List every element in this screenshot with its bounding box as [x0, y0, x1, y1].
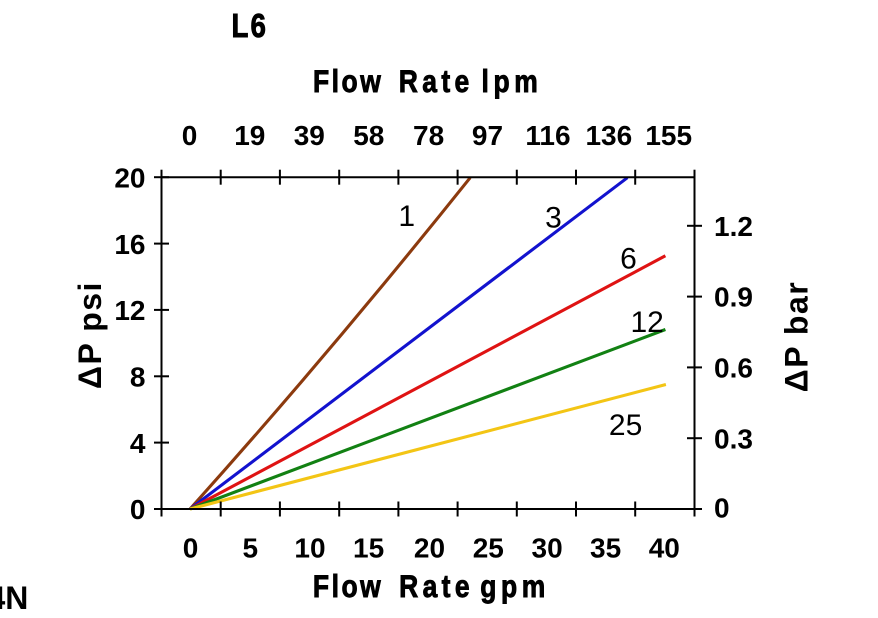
svg-text:19: 19	[234, 120, 265, 151]
svg-text:0: 0	[714, 493, 730, 524]
svg-text:L6: L6	[232, 8, 269, 45]
svg-text:4: 4	[130, 428, 146, 459]
svg-text:1.2: 1.2	[714, 211, 753, 242]
svg-text:Rate: Rate	[399, 570, 474, 605]
svg-text:4N: 4N	[0, 580, 28, 616]
svg-text:Rate: Rate	[399, 65, 474, 100]
svg-text:gpm: gpm	[480, 570, 550, 605]
svg-text:20: 20	[114, 163, 145, 194]
svg-text:0.6: 0.6	[714, 353, 753, 384]
svg-text:155: 155	[645, 120, 692, 151]
svg-text:10: 10	[294, 533, 325, 564]
svg-text:40: 40	[649, 533, 680, 564]
svg-text:5: 5	[243, 533, 259, 564]
svg-text:Flow: Flow	[313, 570, 383, 605]
svg-text:ΔP bar: ΔP bar	[779, 281, 815, 392]
svg-text:12: 12	[631, 306, 664, 339]
svg-text:0: 0	[130, 494, 146, 525]
svg-text:25: 25	[609, 409, 642, 442]
svg-text:136: 136	[585, 120, 632, 151]
svg-text:16: 16	[114, 229, 145, 260]
svg-text:25: 25	[473, 533, 504, 564]
svg-text:ΔP psi: ΔP psi	[72, 281, 108, 389]
svg-text:58: 58	[353, 120, 384, 151]
svg-text:35: 35	[590, 533, 621, 564]
svg-text:6: 6	[620, 243, 637, 276]
svg-text:116: 116	[525, 120, 570, 151]
svg-text:97: 97	[472, 120, 503, 151]
svg-text:1: 1	[398, 200, 415, 233]
svg-text:30: 30	[532, 533, 563, 564]
svg-text:0.9: 0.9	[714, 282, 753, 313]
svg-text:0: 0	[183, 533, 199, 564]
svg-text:15: 15	[353, 533, 384, 564]
svg-text:39: 39	[294, 120, 325, 151]
svg-text:12: 12	[114, 295, 145, 326]
svg-text:0: 0	[182, 120, 198, 151]
svg-text:20: 20	[414, 533, 445, 564]
svg-text:Flow: Flow	[313, 65, 383, 100]
svg-text:0.3: 0.3	[714, 423, 753, 454]
svg-text:3: 3	[545, 201, 562, 234]
svg-text:78: 78	[413, 120, 444, 151]
svg-text:8: 8	[130, 362, 146, 393]
svg-text:lpm: lpm	[482, 65, 543, 100]
